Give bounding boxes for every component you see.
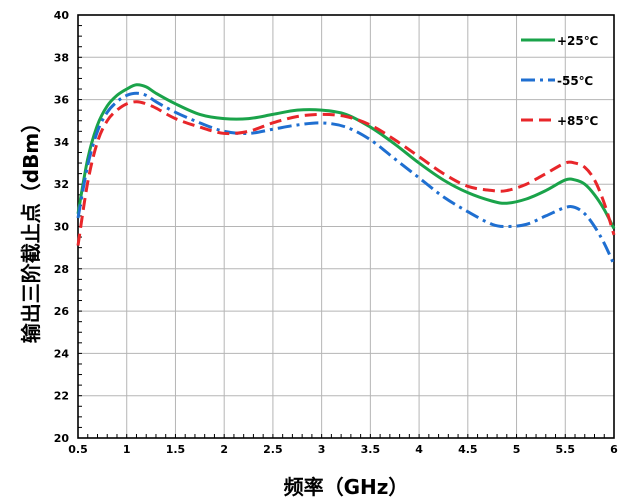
y-tick-label: 26 <box>54 305 70 318</box>
y-tick-label: 28 <box>54 263 69 276</box>
series-line-3 <box>76 100 616 246</box>
x-tick-label: 2.5 <box>263 443 283 456</box>
legend: +25℃ -55℃ +85℃ <box>521 34 598 128</box>
x-tick-label: 3 <box>318 443 326 456</box>
y-tick-label: 24 <box>54 347 70 360</box>
y-tick-label: 20 <box>54 432 70 445</box>
x-tick-label: 1 <box>123 443 131 456</box>
y-tick-label: 32 <box>54 178 69 191</box>
series-lines <box>76 83 616 266</box>
x-tick-labels: 0.5 1 1.5 2 2.5 3 3.5 4 4.5 5 5.5 6 <box>68 443 618 456</box>
x-tick-label: 0.5 <box>68 443 88 456</box>
legend-label-3: +85℃ <box>557 114 598 128</box>
y-tick-label: 34 <box>54 136 70 149</box>
x-tick-label: 3.5 <box>361 443 381 456</box>
x-tick-label: 6 <box>610 443 618 456</box>
y-axis-title: 输出三阶截止点（dBm） <box>19 113 43 343</box>
x-tick-label: 5 <box>513 443 521 456</box>
x-tick-label: 4 <box>415 443 423 456</box>
y-tick-label: 36 <box>54 94 70 107</box>
y-tick-label: 40 <box>54 9 70 22</box>
y-tick-labels: 20 22 24 26 28 30 32 34 36 38 40 <box>54 9 70 445</box>
y-tick-label: 38 <box>54 51 69 64</box>
legend-label-1: +25℃ <box>557 34 598 48</box>
x-tick-label: 5.5 <box>556 443 576 456</box>
grid-lines <box>78 15 614 438</box>
x-axis-title: 频率（GHz） <box>284 475 409 499</box>
x-tick-label: 2 <box>220 443 228 456</box>
legend-label-2: -55℃ <box>557 74 593 88</box>
series-line-2 <box>76 91 616 266</box>
minor-ticks <box>77 14 615 439</box>
y-tick-label: 22 <box>54 390 69 403</box>
x-tick-label: 4.5 <box>458 443 478 456</box>
x-tick-label: 1.5 <box>166 443 186 456</box>
y-tick-label: 30 <box>54 221 70 234</box>
series-line-1 <box>76 83 616 230</box>
